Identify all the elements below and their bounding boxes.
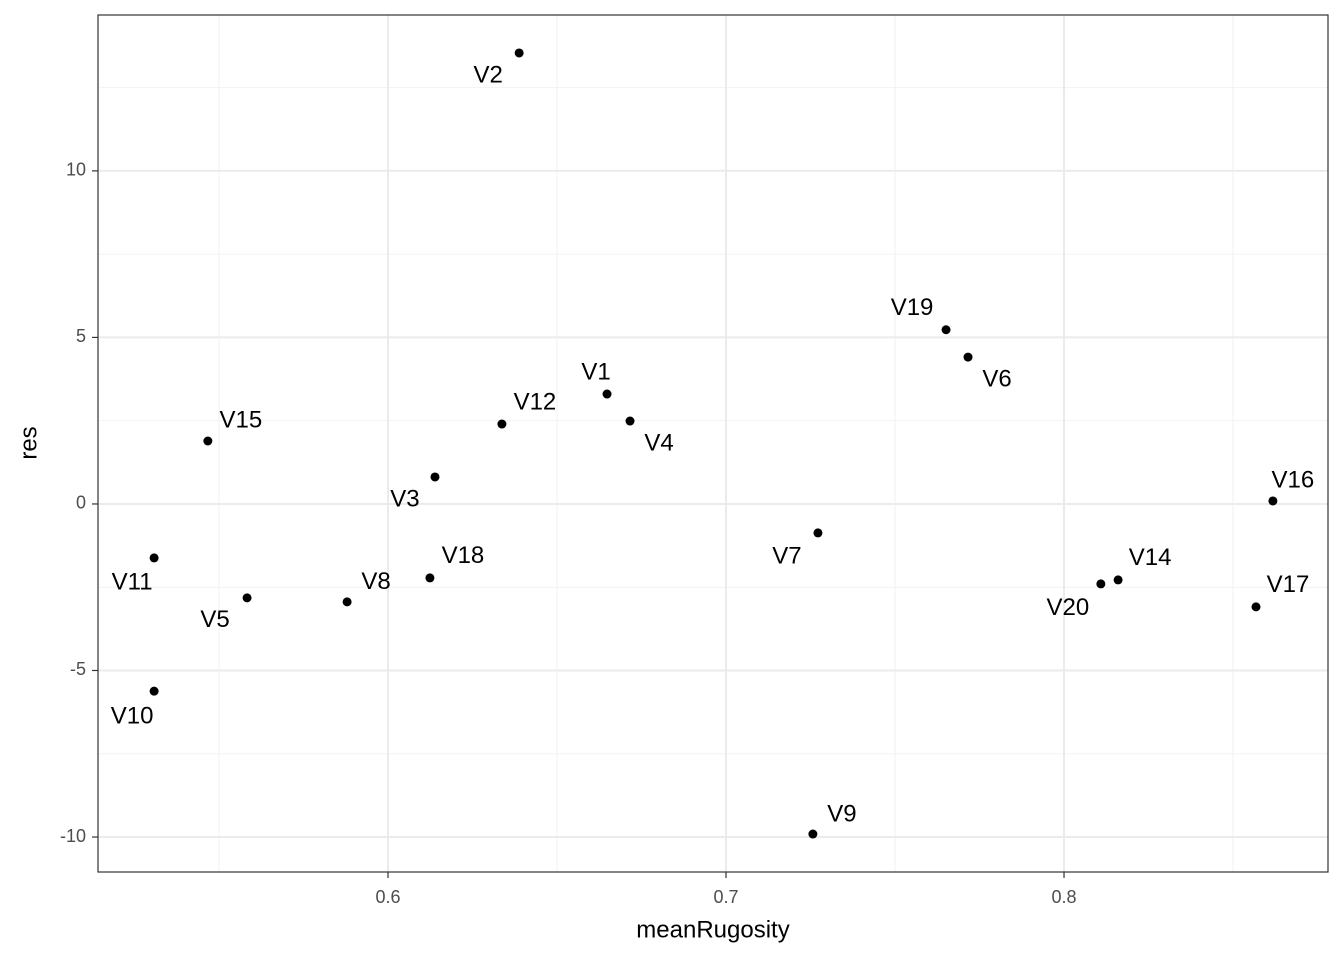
- point: [425, 573, 435, 583]
- y-tick-label: 0: [76, 493, 86, 513]
- plot-border: [97, 14, 1329, 873]
- point-label: V20: [1047, 594, 1090, 621]
- y-tick-label: 5: [76, 326, 86, 346]
- x-tick-label: 0.7: [713, 887, 738, 907]
- point: [342, 597, 352, 607]
- y-tick-label: 10: [66, 160, 86, 180]
- point: [514, 48, 524, 58]
- point-label: V8: [361, 568, 390, 595]
- point: [963, 352, 973, 362]
- x-axis-title: meanRugosity: [636, 916, 789, 943]
- x-tick-label: 0.6: [375, 887, 400, 907]
- y-tick-label: -5: [70, 659, 86, 679]
- point-label: V16: [1272, 466, 1315, 493]
- point-label: V2: [473, 61, 502, 88]
- point: [602, 389, 612, 399]
- point: [203, 436, 213, 446]
- point-label: V17: [1267, 571, 1310, 598]
- point: [625, 416, 635, 426]
- point: [1096, 579, 1106, 589]
- point-label: V15: [220, 406, 263, 433]
- point-label: V6: [982, 365, 1011, 392]
- point: [430, 472, 440, 482]
- y-tick-label: -10: [60, 826, 86, 846]
- point-label: V19: [891, 294, 934, 321]
- point: [1251, 602, 1261, 612]
- point-label: V9: [827, 800, 856, 827]
- point-label: V5: [200, 606, 229, 633]
- point: [1268, 496, 1278, 506]
- point-label: V10: [111, 702, 154, 729]
- point: [497, 419, 507, 429]
- point-label: V4: [644, 429, 673, 456]
- point: [242, 593, 252, 603]
- point-label: V12: [514, 388, 557, 415]
- point: [1113, 575, 1123, 585]
- point-label: V14: [1129, 544, 1172, 571]
- point: [149, 553, 159, 563]
- y-axis-title: res: [15, 426, 42, 459]
- point-label: V7: [772, 542, 801, 569]
- point: [813, 528, 823, 538]
- point: [149, 686, 159, 696]
- point: [941, 325, 951, 335]
- point: [808, 829, 818, 839]
- point-label: V1: [581, 358, 610, 385]
- point-label: V18: [442, 542, 485, 569]
- point-label: V11: [112, 568, 153, 595]
- x-tick-label: 0.8: [1052, 887, 1077, 907]
- point-label: V3: [390, 485, 419, 512]
